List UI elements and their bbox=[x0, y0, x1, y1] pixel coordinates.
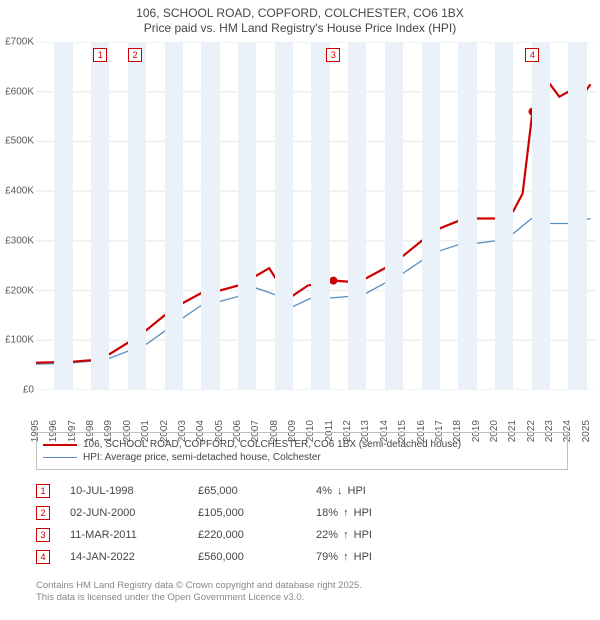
event-delta: 22% ↑ HPI bbox=[316, 529, 466, 541]
footer-line-1: Contains HM Land Registry data © Crown c… bbox=[36, 580, 568, 592]
legend: 106, SCHOOL ROAD, COPFORD, COLCHESTER, C… bbox=[36, 432, 568, 470]
event-row: 1 10-JUL-1998 £65,000 4% ↓ HPI bbox=[36, 480, 568, 502]
y-tick-label: £100K bbox=[0, 335, 34, 346]
event-row: 4 14-JAN-2022 £560,000 79% ↑ HPI bbox=[36, 546, 568, 568]
event-delta: 4% ↓ HPI bbox=[316, 485, 466, 497]
marker-box-4: 4 bbox=[525, 48, 539, 62]
event-date: 10-JUL-1998 bbox=[70, 485, 190, 497]
y-tick-label: £700K bbox=[0, 37, 34, 48]
y-tick-label: £500K bbox=[0, 136, 34, 147]
event-row: 2 02-JUN-2000 £105,000 18% ↑ HPI bbox=[36, 502, 568, 524]
legend-swatch-blue bbox=[43, 457, 77, 458]
x-tick-label: 2025 bbox=[581, 420, 592, 442]
event-date: 11-MAR-2011 bbox=[70, 529, 190, 541]
event-marker-3: 3 bbox=[36, 528, 50, 542]
plot-region: 1 2 3 4 bbox=[36, 42, 596, 390]
event-date: 02-JUN-2000 bbox=[70, 507, 190, 519]
event-delta: 79% ↑ HPI bbox=[316, 551, 466, 563]
marker-box-3: 3 bbox=[326, 48, 340, 62]
title-line-1: 106, SCHOOL ROAD, COPFORD, COLCHESTER, C… bbox=[0, 6, 600, 21]
title-line-2: Price paid vs. HM Land Registry's House … bbox=[0, 21, 600, 36]
chart-titles: 106, SCHOOL ROAD, COPFORD, COLCHESTER, C… bbox=[0, 0, 600, 36]
y-tick-label: £400K bbox=[0, 186, 34, 197]
event-row: 3 11-MAR-2011 £220,000 22% ↑ HPI bbox=[36, 524, 568, 546]
y-tick-label: £600K bbox=[0, 86, 34, 97]
y-tick-label: £0 bbox=[0, 385, 34, 396]
footer-line-2: This data is licensed under the Open Gov… bbox=[36, 592, 568, 604]
y-tick-label: £200K bbox=[0, 285, 34, 296]
event-date: 14-JAN-2022 bbox=[70, 551, 190, 563]
event-marker-1: 1 bbox=[36, 484, 50, 498]
event-marker-4: 4 bbox=[36, 550, 50, 564]
event-price: £105,000 bbox=[198, 507, 308, 519]
event-price: £65,000 bbox=[198, 485, 308, 497]
marker-box-2: 2 bbox=[128, 48, 142, 62]
event-table: 1 10-JUL-1998 £65,000 4% ↓ HPI 2 02-JUN-… bbox=[36, 480, 568, 568]
event-marker-2: 2 bbox=[36, 506, 50, 520]
footer: Contains HM Land Registry data © Crown c… bbox=[36, 580, 568, 604]
legend-item-blue: HPI: Average price, semi-detached house,… bbox=[43, 451, 557, 464]
x-axis-ticks: 1995199619971998199920002001200220032004… bbox=[36, 390, 596, 422]
chart-area: 1 2 3 4 19951996199719981999200020012002200… bbox=[0, 42, 600, 420]
marker-box-1: 1 bbox=[93, 48, 107, 62]
legend-swatch-red bbox=[43, 444, 77, 446]
y-tick-label: £300K bbox=[0, 235, 34, 246]
legend-item-red: 106, SCHOOL ROAD, COPFORD, COLCHESTER, C… bbox=[43, 438, 557, 451]
event-delta: 18% ↑ HPI bbox=[316, 507, 466, 519]
event-price: £220,000 bbox=[198, 529, 308, 541]
legend-label-blue: HPI: Average price, semi-detached house,… bbox=[83, 452, 321, 463]
legend-label-red: 106, SCHOOL ROAD, COPFORD, COLCHESTER, C… bbox=[83, 439, 461, 450]
event-price: £560,000 bbox=[198, 551, 308, 563]
